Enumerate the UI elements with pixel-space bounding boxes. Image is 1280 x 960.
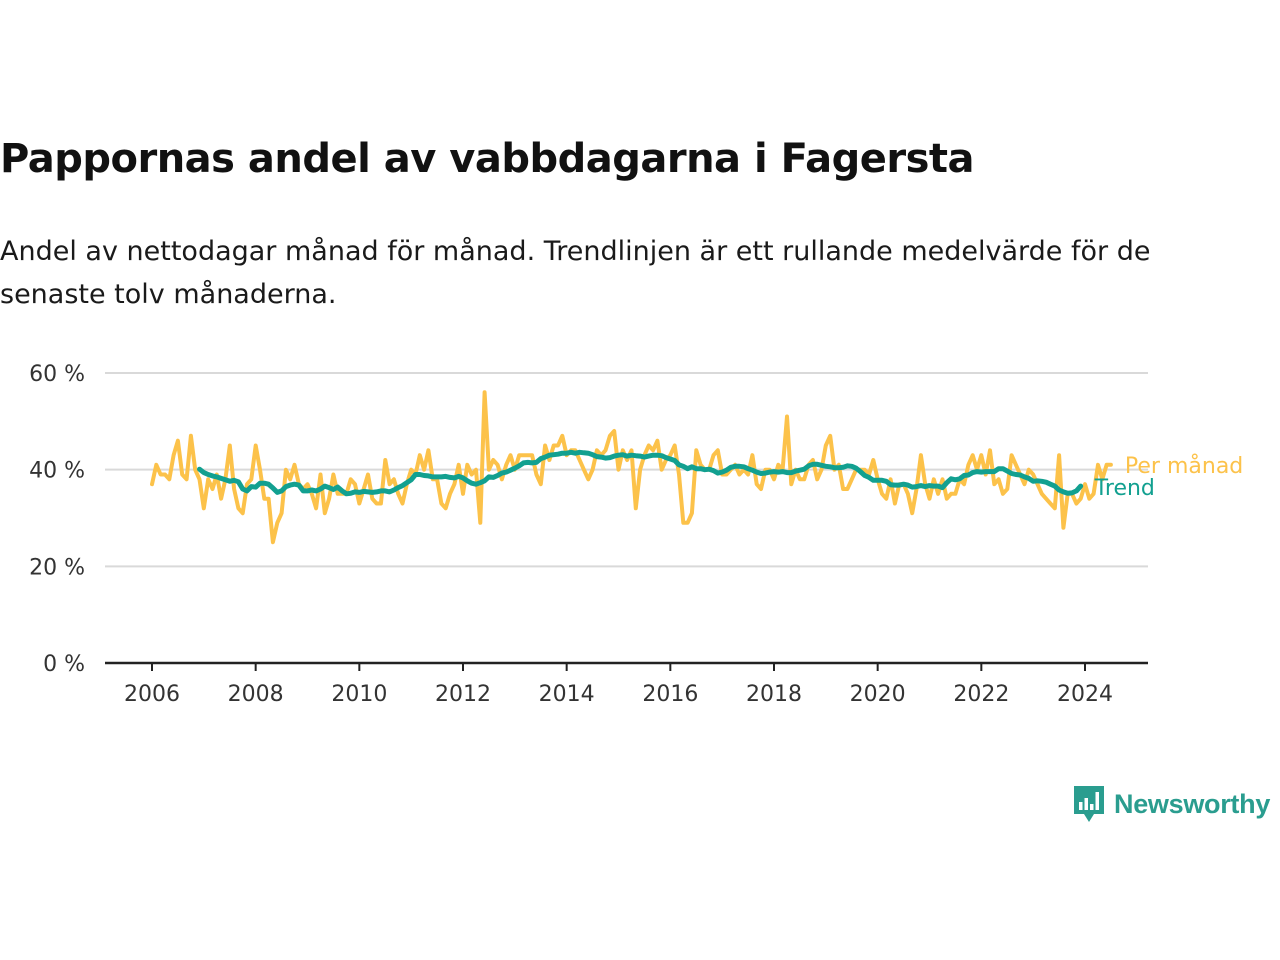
y-tick-label: 40 % xyxy=(29,459,85,484)
x-tick-label: 2012 xyxy=(435,682,491,707)
x-tick-label: 2018 xyxy=(746,682,802,707)
chart-subtitle: Andel av nettodagar månad för månad. Tre… xyxy=(0,236,1151,310)
axes: 0 % 20 % 40 % 60 % 2006 2008 2010 2012 2014 2016 2… xyxy=(29,362,1148,707)
chart-title: Pappornas andel av vabbdagarna i Fagerst… xyxy=(0,136,975,182)
series-line-per-m-nad xyxy=(150,390,1113,545)
x-tick-label: 2006 xyxy=(124,682,180,707)
x-tick-label: 2020 xyxy=(850,682,906,707)
newsworthy-brand: Newsworthy xyxy=(1072,784,1270,824)
gridlines xyxy=(105,372,1148,568)
y-tick-label: 60 % xyxy=(29,362,85,387)
legend-label-per-m-nad: Per månad xyxy=(1125,453,1243,479)
y-tick-label: 20 % xyxy=(29,555,85,580)
series xyxy=(150,390,1113,545)
legend-label-trend: Trend xyxy=(1094,476,1155,501)
x-tick-label: 2022 xyxy=(953,682,1009,707)
x-tick-label: 2024 xyxy=(1057,682,1113,707)
y-tick-label: 0 % xyxy=(43,652,85,677)
brand-name: Newsworthy xyxy=(1114,788,1271,819)
x-tick-label: 2008 xyxy=(228,682,284,707)
newsworthy-logo-icon xyxy=(1074,786,1104,822)
line-chart: 0 % 20 % 40 % 60 % 2006 2008 2010 2012 2014 2016 2… xyxy=(29,362,1244,707)
x-tick-label: 2016 xyxy=(642,682,698,707)
series-line-trend xyxy=(197,449,1084,497)
x-tick-label: 2014 xyxy=(539,682,595,707)
x-tick-label: 2010 xyxy=(331,682,387,707)
